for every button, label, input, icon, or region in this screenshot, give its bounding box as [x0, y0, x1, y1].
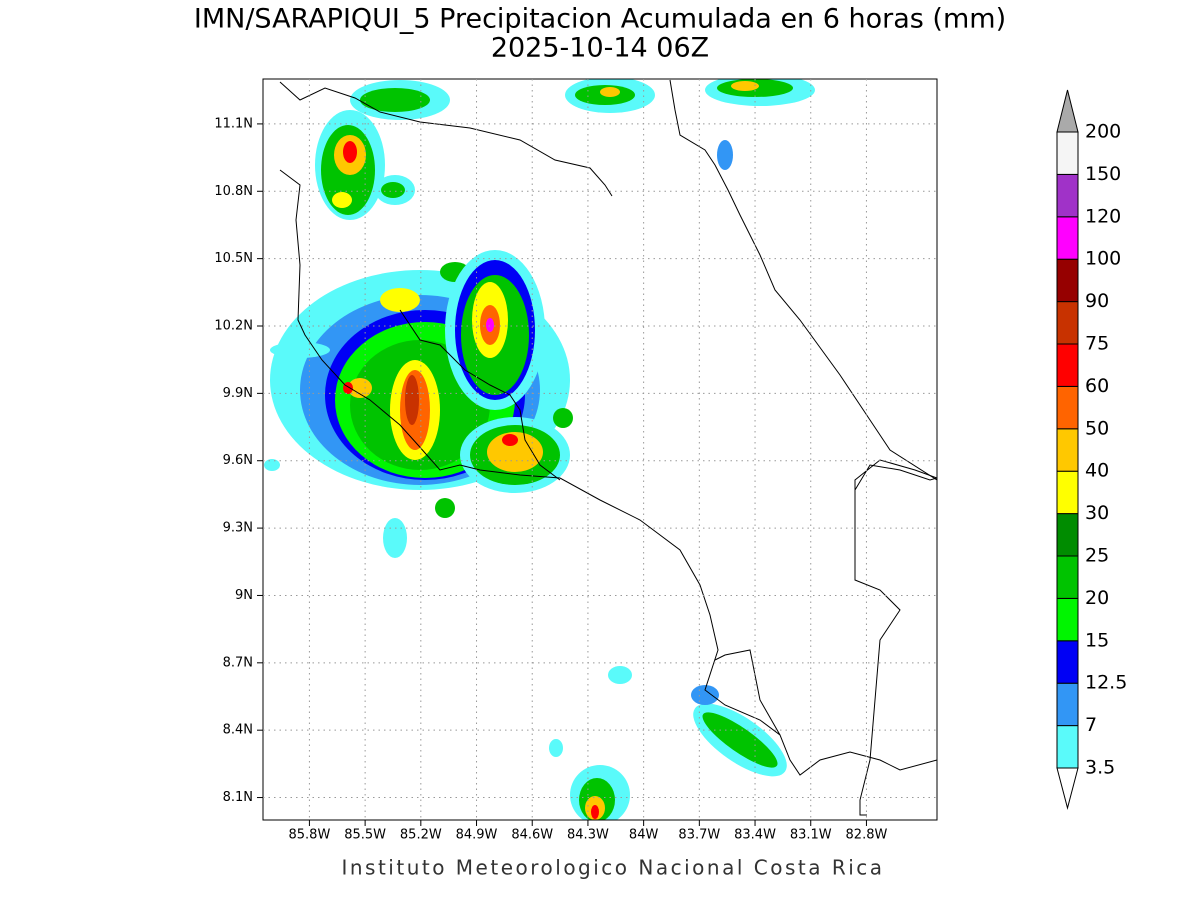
- colorbar-label: 20: [1085, 587, 1109, 609]
- x-tick-label: 85.2W: [400, 828, 442, 843]
- colorbar-box: [1056, 301, 1079, 345]
- border: [714, 649, 781, 736]
- y-tick-label: 10.2N: [214, 319, 253, 334]
- colorbar-label: 120: [1085, 205, 1121, 227]
- subtitle: 2025-10-14 06Z: [491, 33, 709, 64]
- colorbar-box: [1056, 428, 1079, 472]
- x-tick-label: 83.1W: [790, 828, 832, 843]
- coastline: [399, 309, 561, 481]
- rain-cell: [445, 250, 545, 410]
- x-tick-label: 84.6W: [511, 828, 553, 843]
- colorbar-box: [1056, 470, 1079, 515]
- x-tick-label: 85.5W: [344, 828, 386, 843]
- y-tick-label: 9.6N: [223, 453, 253, 468]
- x-tick-label: 84.9W: [456, 828, 498, 843]
- colorbar-box: [1056, 682, 1079, 727]
- colorbar-label: 50: [1085, 417, 1109, 439]
- colorbar-box: [1056, 513, 1079, 557]
- border: [854, 459, 937, 816]
- colorbar-label: 7: [1085, 714, 1097, 736]
- colorbar-box: [1056, 555, 1079, 599]
- y-tick-label: 8.1N: [223, 790, 253, 805]
- colorbar-label: 75: [1085, 333, 1109, 355]
- map-frame: [262, 78, 938, 821]
- y-tick-label: 9.3N: [223, 521, 253, 536]
- colorbar-label: 100: [1085, 248, 1121, 270]
- colorbar-label: 150: [1085, 163, 1121, 185]
- y-tick-label: 9.9N: [223, 386, 253, 401]
- x-tick-label: 82.8W: [846, 828, 888, 843]
- colorbar-box: [1056, 173, 1079, 218]
- colorbar-box: [1056, 725, 1079, 769]
- colorbar-label: 15: [1085, 629, 1109, 651]
- colorbar-label: 90: [1085, 290, 1109, 312]
- y-tick-label: 9N: [235, 588, 253, 603]
- colorbar-under: [1056, 767, 1079, 810]
- boundaries: [279, 79, 937, 816]
- colorbar-over: [1056, 89, 1079, 133]
- colorbar-box: [1056, 216, 1079, 260]
- rain-cell: [264, 342, 573, 558]
- colorbar-label: 12.5: [1085, 672, 1127, 694]
- rain-cell: [350, 79, 815, 205]
- colorbar-box: [1056, 640, 1079, 684]
- title: IMN/SARAPIQUI_5 Precipitacion Acumulada …: [194, 4, 1006, 35]
- y-tick-label: 11.1N: [214, 116, 253, 131]
- colorbar-label: 30: [1085, 502, 1109, 524]
- rain-cell: [315, 110, 385, 220]
- x-tick-label: 84.3W: [567, 828, 609, 843]
- colorbar-label: 200: [1085, 121, 1121, 143]
- y-tick-label: 8.4N: [223, 723, 253, 738]
- coastline: [279, 81, 613, 197]
- colorbar-box: [1056, 343, 1079, 387]
- x-tick-label: 83.7W: [678, 828, 720, 843]
- colorbar-label: 25: [1085, 545, 1109, 567]
- colorbar-label: 40: [1085, 460, 1109, 482]
- x-tick-label: 85.8W: [289, 828, 331, 843]
- y-tick-label: 10.8N: [214, 184, 253, 199]
- colorbar-box: [1056, 258, 1079, 303]
- coastline: [279, 169, 937, 776]
- precipitation-field: [264, 79, 815, 820]
- colorbar-box: [1056, 131, 1079, 175]
- colorbar-label: 3.5: [1085, 757, 1115, 779]
- y-tick-label: 8.7N: [223, 655, 253, 670]
- colorbar-box: [1056, 385, 1079, 430]
- rain-cell: [549, 666, 787, 820]
- y-tick-label: 10.5N: [214, 251, 253, 266]
- colorbar-label: 60: [1085, 375, 1109, 397]
- footer: Instituto Meteorologico Nacional Costa R…: [341, 856, 884, 880]
- x-tick-label: 84W: [629, 828, 659, 843]
- x-tick-label: 83.4W: [734, 828, 776, 843]
- coastline: [669, 79, 937, 481]
- colorbar-box: [1056, 597, 1079, 642]
